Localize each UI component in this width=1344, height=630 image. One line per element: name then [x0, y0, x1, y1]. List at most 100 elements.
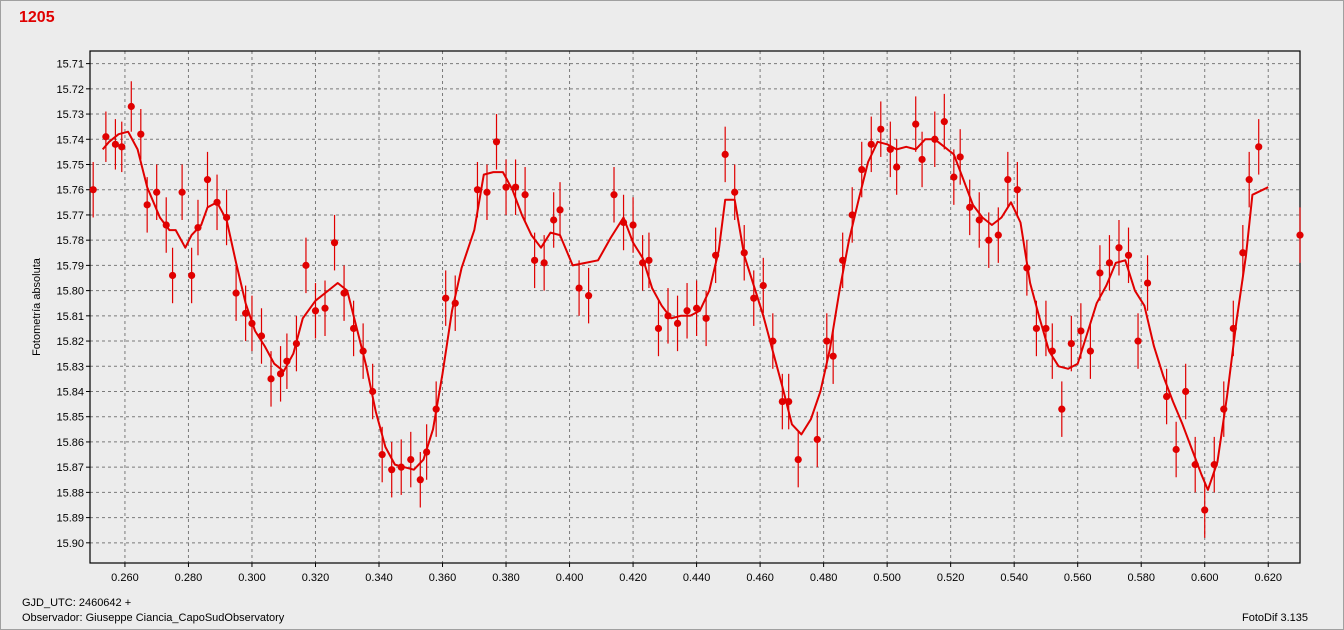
point-marker: [1296, 231, 1304, 239]
data-point: [893, 139, 901, 195]
point-marker: [89, 186, 97, 194]
point-marker: [785, 397, 793, 406]
data-point: [1163, 368, 1171, 425]
data-point: [975, 192, 983, 248]
data-point: [127, 81, 135, 132]
point-marker: [712, 251, 720, 259]
grid: [90, 51, 1300, 563]
point-marker: [778, 397, 786, 406]
data-point: [585, 267, 593, 324]
data-point: [1210, 436, 1218, 493]
point-marker: [867, 140, 875, 148]
point-marker: [442, 294, 450, 302]
data-point: [1229, 300, 1237, 357]
data-point: [1239, 225, 1247, 281]
data-point: [378, 426, 386, 483]
data-point: [359, 323, 367, 379]
point-marker: [188, 271, 196, 280]
data-point: [1296, 207, 1304, 263]
point-marker: [203, 176, 212, 184]
data-point: [257, 308, 266, 364]
data-point: [188, 247, 196, 304]
point-marker: [540, 259, 548, 267]
data-point: [654, 300, 663, 357]
data-point: [823, 313, 831, 369]
data-point: [143, 177, 151, 233]
data-point: [1086, 323, 1094, 379]
data-point: [102, 111, 110, 162]
y-tick-label: 15.82: [56, 336, 84, 348]
point-marker: [248, 319, 256, 327]
software-label: FotoDif 3.135: [1242, 612, 1309, 624]
data-point: [302, 237, 310, 294]
x-tick-label: 0.460: [746, 572, 774, 584]
point-marker: [369, 387, 377, 396]
point-marker: [1023, 264, 1031, 272]
x-tick-label: 0.440: [683, 572, 711, 584]
data-point: [712, 227, 720, 284]
data-point: [473, 161, 482, 218]
point-marker: [645, 256, 653, 264]
data-point: [242, 285, 250, 342]
data-point: [483, 164, 491, 220]
data-point: [267, 351, 275, 407]
point-marker: [267, 375, 275, 383]
point-marker: [769, 337, 777, 345]
point-marker: [683, 307, 691, 315]
chart-title: 1205: [19, 9, 55, 26]
y-tick-label: 15.89: [56, 513, 84, 525]
point-marker: [619, 218, 628, 227]
point-marker: [222, 213, 231, 222]
data-point: [1220, 381, 1228, 437]
point-marker: [664, 312, 672, 320]
point-marker: [137, 130, 145, 138]
point-marker: [1004, 176, 1012, 184]
data-point: [610, 167, 618, 223]
data-point: [222, 189, 231, 246]
point-marker: [759, 281, 767, 290]
x-tick-label: 0.560: [1064, 572, 1092, 584]
data-point: [111, 119, 120, 170]
data-point: [283, 333, 291, 389]
data-point: [867, 116, 875, 173]
data-point: [330, 214, 339, 271]
data-point: [1245, 151, 1253, 208]
point-marker: [531, 256, 539, 264]
point-marker: [940, 118, 948, 126]
data-point: [388, 441, 396, 498]
data-point: [397, 439, 405, 495]
point-marker: [1105, 259, 1114, 267]
point-marker: [956, 153, 964, 161]
point-marker: [823, 337, 831, 345]
data-point: [1077, 303, 1085, 359]
x-tick-label: 0.600: [1191, 572, 1219, 584]
plot-border: [89, 50, 1301, 564]
data-point: [1023, 240, 1031, 296]
data-point: [794, 431, 802, 488]
point-marker: [877, 125, 885, 133]
point-marker: [985, 236, 993, 244]
point-marker: [302, 261, 310, 269]
point-marker: [232, 289, 240, 297]
point-marker: [1013, 186, 1021, 194]
point-marker: [1255, 143, 1263, 151]
data-point: [778, 373, 786, 430]
data-point: [407, 431, 415, 488]
point-marker: [407, 455, 415, 464]
point-marker: [168, 271, 177, 280]
point-marker: [550, 216, 558, 224]
data-point: [232, 265, 240, 321]
y-tick-label: 15.90: [56, 538, 84, 550]
point-marker: [423, 448, 431, 456]
point-marker: [966, 203, 974, 211]
data-point: [702, 290, 710, 347]
data-point: [349, 300, 358, 357]
point-marker: [292, 339, 301, 348]
gjd-label: GJD_UTC: 2460642 +: [22, 597, 132, 609]
data-point: [1182, 363, 1190, 420]
data-point: [502, 159, 510, 215]
point-marker: [473, 186, 482, 194]
point-marker: [321, 304, 329, 312]
data-point: [692, 280, 701, 337]
